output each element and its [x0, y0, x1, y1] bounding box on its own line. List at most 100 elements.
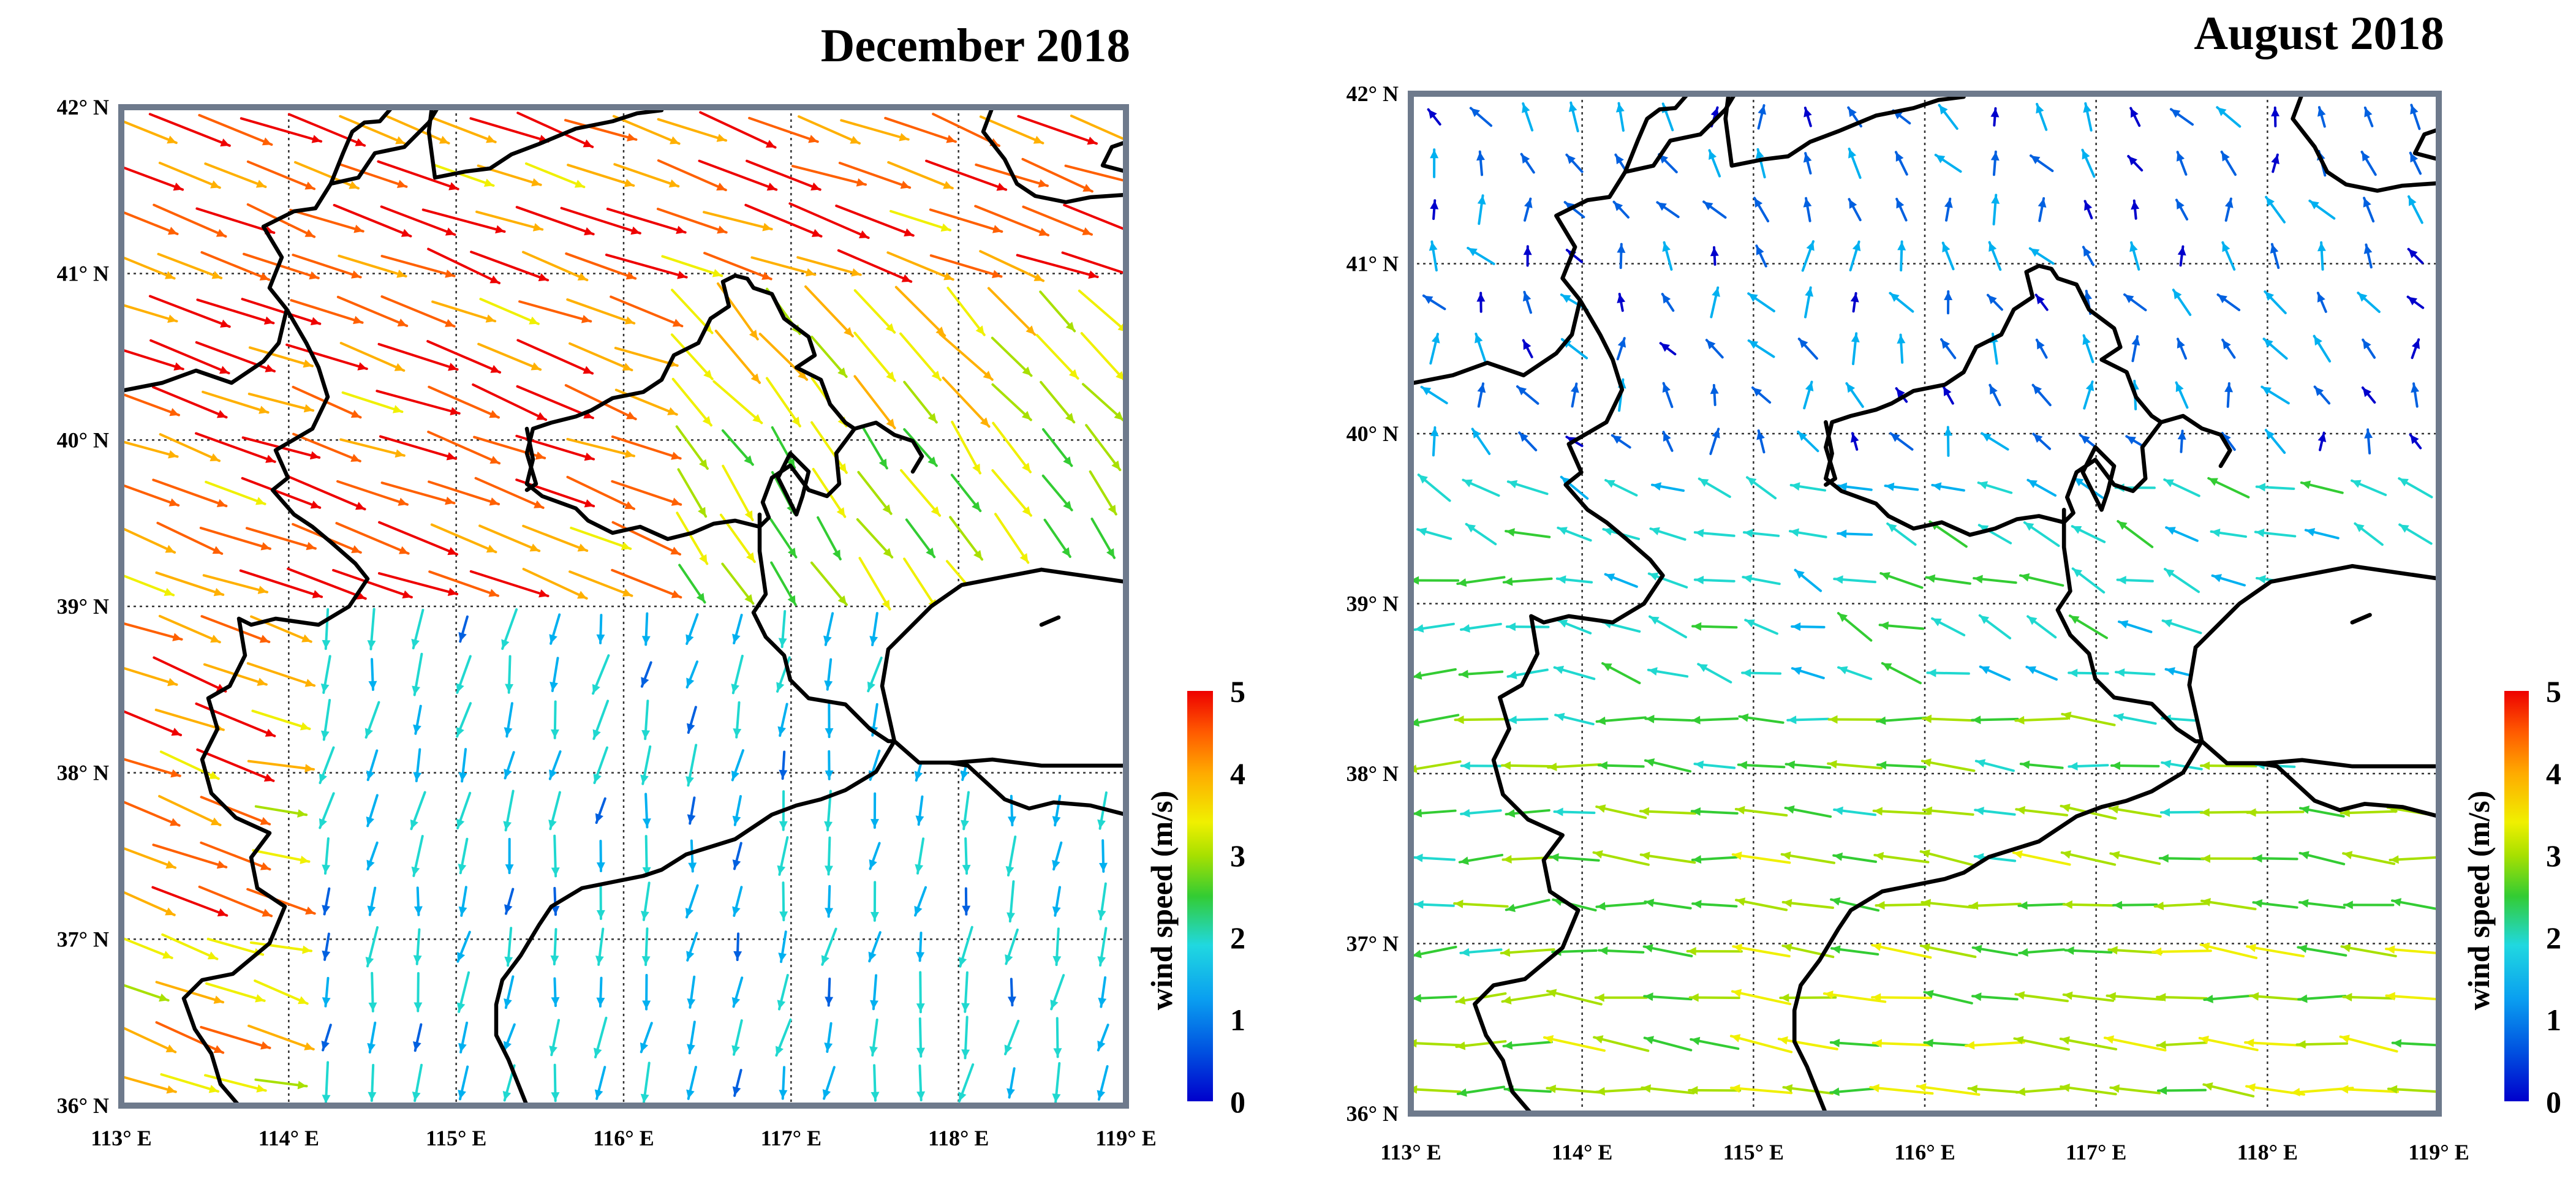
wind-arrow	[687, 796, 696, 825]
wind-arrow	[1848, 198, 1862, 222]
wind-arrow	[427, 247, 501, 285]
wind-arrow	[1090, 518, 1116, 559]
wind-arrow	[522, 524, 589, 552]
wind-arrow	[1097, 882, 1107, 921]
wind-arrow	[640, 881, 651, 921]
wind-arrow	[504, 927, 513, 967]
wind-arrow	[1981, 432, 2009, 451]
wind-arrow	[870, 792, 879, 829]
wind-arrow	[1543, 1035, 1606, 1052]
wind-arrow	[733, 701, 742, 739]
wind-arrow	[958, 926, 973, 968]
wind-arrow	[961, 791, 970, 831]
wind-arrow	[1990, 150, 2000, 176]
wind-arrow	[961, 971, 970, 1013]
wind-arrow	[2200, 761, 2257, 771]
wind-arrow	[551, 834, 560, 878]
wind-arrow	[698, 159, 778, 191]
wind-arrow	[1971, 945, 2019, 957]
wind-arrow	[159, 750, 220, 780]
wind-arrow	[1611, 434, 1631, 449]
wind-arrow	[592, 699, 610, 741]
wind-arrow	[899, 332, 942, 382]
wind-arrow	[149, 339, 230, 375]
wind-arrow	[251, 709, 311, 731]
wind-arrow	[158, 614, 221, 644]
wind-arrow	[2297, 944, 2347, 957]
wind-arrow	[869, 842, 881, 870]
wind-arrow	[1429, 240, 1438, 272]
wind-arrow	[991, 336, 1033, 377]
wind-arrow	[2172, 288, 2192, 316]
wind-arrow	[1467, 246, 1495, 265]
wind-arrow	[1004, 1019, 1020, 1055]
map-frame	[1408, 91, 2442, 1117]
wind-arrow	[200, 615, 271, 643]
wind-arrow	[377, 160, 459, 190]
wind-arrow	[2035, 338, 2048, 359]
wind-arrow	[1788, 528, 1827, 538]
wind-arrow	[2262, 337, 2288, 360]
wind-arrow	[1741, 668, 1782, 677]
wind-arrow	[151, 886, 229, 917]
wind-arrow	[196, 748, 275, 782]
wind-arrow	[246, 160, 316, 190]
wind-arrow	[121, 348, 184, 371]
wind-arrow	[503, 1023, 516, 1052]
wind-arrow	[1639, 807, 1697, 816]
wind-arrow	[504, 751, 515, 780]
wind-arrow	[2019, 573, 2064, 587]
wind-arrow	[596, 976, 605, 1008]
wind-arrow	[1881, 662, 1922, 685]
wind-arrow	[1598, 946, 1645, 956]
wind-arrow	[2114, 668, 2156, 677]
wind-arrow	[458, 837, 469, 875]
wind-arrow	[2216, 293, 2241, 312]
wind-arrow	[1822, 990, 1887, 1003]
wind-arrow	[929, 254, 1003, 279]
wind-arrow	[1649, 527, 1686, 541]
wind-arrow	[2079, 434, 2098, 449]
wind-arrow	[339, 115, 406, 145]
wind-arrow	[1522, 290, 1532, 314]
wind-arrow	[685, 884, 699, 919]
y-tick-label: 39° N	[1347, 592, 1399, 616]
wind-arrow	[1827, 715, 1882, 724]
wind-arrow	[1737, 761, 1786, 770]
wind-arrow	[456, 971, 470, 1013]
wind-arrow	[1925, 574, 1971, 585]
wind-arrow	[1465, 522, 1497, 546]
wind-arrow	[2407, 247, 2424, 265]
wind-arrow	[2034, 293, 2049, 311]
wind-arrow	[246, 203, 316, 238]
wind-arrow	[686, 660, 699, 689]
wind-arrow	[504, 702, 513, 738]
wind-arrow	[504, 888, 515, 915]
wind-arrow	[568, 342, 633, 372]
wind-arrow	[1604, 573, 1638, 588]
wind-arrow	[2109, 1084, 2161, 1095]
wind-arrow	[675, 425, 709, 470]
wind-vector-field	[1411, 101, 2439, 1098]
wind-arrow	[915, 837, 925, 875]
wind-arrow	[686, 1066, 697, 1100]
wind-arrow	[1097, 927, 1108, 967]
wind-arrow	[1500, 948, 1555, 957]
wind-arrow	[1453, 899, 1509, 908]
wind-arrow	[2298, 899, 2346, 909]
wind-arrow	[1649, 615, 1687, 639]
wind-arrow	[1978, 614, 2012, 639]
wind-arrow	[593, 746, 609, 785]
wind-arrow	[946, 287, 986, 336]
wind-arrow	[2361, 386, 2376, 404]
wind-arrow	[336, 480, 409, 506]
province-borders	[1411, 94, 2439, 1114]
wind-arrow	[2298, 851, 2346, 865]
wind-arrow	[566, 475, 635, 510]
wind-arrow	[1832, 852, 1877, 863]
wind-arrow	[1967, 1084, 2023, 1094]
wind-arrow	[2200, 897, 2257, 911]
wind-arrow	[285, 343, 368, 371]
wind-arrow	[1455, 1040, 1507, 1050]
wind-arrow	[1500, 761, 1555, 770]
